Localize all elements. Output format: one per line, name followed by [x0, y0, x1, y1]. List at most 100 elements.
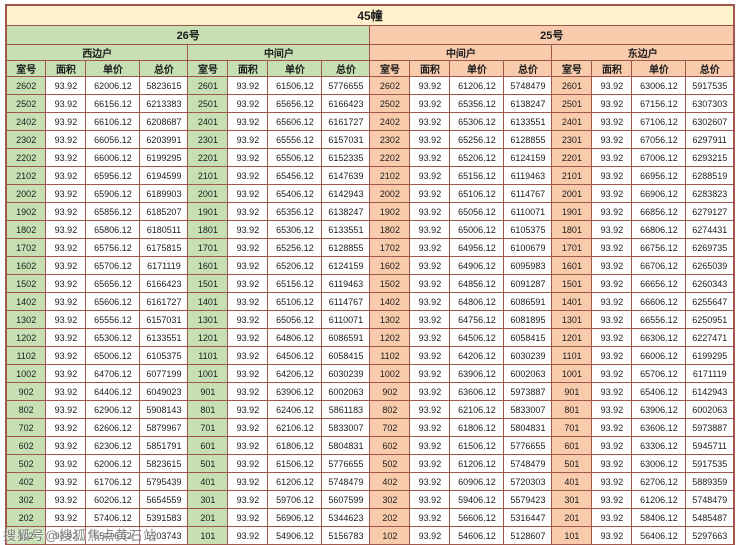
- table-row: 902 93.92 64406.12 6049023 901 93.92 63906.12 6…: [5, 382, 735, 401]
- col-header-area: 面积: [409, 60, 451, 77]
- data-cell: 6171119: [685, 364, 735, 383]
- table-row: 302 93.92 60206.12 5654559 301 93.92 59706.12 5…: [5, 490, 735, 509]
- unit-type-middle-26: 中间户: [187, 44, 371, 61]
- data-cell: 6110071: [503, 202, 553, 221]
- room-number-cell: 902: [369, 382, 411, 401]
- data-cell: 93.92: [591, 436, 633, 455]
- data-cell: 65206.12: [267, 256, 323, 275]
- data-cell: 61206.12: [631, 490, 687, 509]
- data-cell: 62106.12: [267, 418, 323, 437]
- data-cell: 65656.12: [267, 94, 323, 113]
- data-cell: 6161727: [321, 112, 371, 131]
- data-cell: 6250951: [685, 310, 735, 329]
- data-cell: 65856.12: [85, 202, 141, 221]
- room-number-cell: 1302: [369, 310, 411, 329]
- data-cell: 6138247: [503, 94, 553, 113]
- room-number-cell: 502: [5, 454, 47, 473]
- table-row: 802 93.92 62906.12 5908143 801 93.92 62406.12 5…: [5, 400, 735, 419]
- room-number-cell: 402: [5, 472, 47, 491]
- data-cell: 5908143: [139, 400, 189, 419]
- data-cell: 63306.12: [631, 436, 687, 455]
- room-number-cell: 502: [369, 454, 411, 473]
- data-cell: 6002063: [685, 400, 735, 419]
- data-cell: 66606.12: [631, 292, 687, 311]
- data-cell: 65606.12: [267, 112, 323, 131]
- room-number-cell: 202: [5, 508, 47, 527]
- table-row: 1902 93.92 65856.12 6185207 1901 93.92 65356.1…: [5, 202, 735, 221]
- room-number-cell: 2001: [187, 184, 229, 203]
- data-cell: 93.92: [45, 328, 87, 347]
- data-cell: 63606.12: [631, 418, 687, 437]
- room-number-cell: 1302: [5, 310, 47, 329]
- room-number-cell: 1701: [187, 238, 229, 257]
- data-cell: 93.92: [409, 112, 451, 131]
- data-cell: 93.92: [227, 274, 269, 293]
- data-cell: 5391583: [139, 508, 189, 527]
- data-cell: 6091287: [503, 274, 553, 293]
- data-cell: 64206.12: [449, 346, 505, 365]
- data-cell: 6002063: [321, 382, 371, 401]
- col-header-unit-price: 单价: [449, 60, 505, 77]
- room-number-cell: 2201: [551, 148, 593, 167]
- data-cell: 6175815: [139, 238, 189, 257]
- data-cell: 93.92: [591, 418, 633, 437]
- table-body: 2602 93.92 62006.12 5823615 2601 93.92 61506.1…: [5, 76, 735, 545]
- data-cell: 93.92: [227, 256, 269, 275]
- data-cell: 60206.12: [85, 490, 141, 509]
- data-cell: 65756.12: [85, 238, 141, 257]
- data-cell: 6269735: [685, 238, 735, 257]
- data-cell: 93.92: [45, 418, 87, 437]
- data-cell: 61806.12: [267, 436, 323, 455]
- data-cell: 93.92: [409, 490, 451, 509]
- data-cell: 93.92: [409, 256, 451, 275]
- data-cell: 58406.12: [631, 508, 687, 527]
- data-cell: 6086591: [503, 292, 553, 311]
- data-cell: 64506.12: [449, 328, 505, 347]
- data-cell: 64806.12: [267, 328, 323, 347]
- col-header-unit-price: 单价: [267, 60, 323, 77]
- data-cell: 61506.12: [267, 454, 323, 473]
- room-number-cell: 1101: [187, 346, 229, 365]
- room-number-cell: 1002: [369, 364, 411, 383]
- data-cell: 93.92: [227, 112, 269, 131]
- room-number-cell: 1501: [187, 274, 229, 293]
- data-cell: 93.92: [45, 292, 87, 311]
- table-row: 2502 93.92 66156.12 6213383 2501 93.92 65656.1…: [5, 94, 735, 113]
- data-cell: 6255647: [685, 292, 735, 311]
- room-number-cell: 1602: [369, 256, 411, 275]
- data-cell: 93.92: [409, 76, 451, 95]
- data-cell: 5156783: [321, 526, 371, 545]
- data-cell: 6307303: [685, 94, 735, 113]
- data-cell: 63906.12: [267, 382, 323, 401]
- data-cell: 61206.12: [267, 472, 323, 491]
- col-header-room: 室号: [551, 60, 593, 77]
- room-number-cell: 1501: [551, 274, 593, 293]
- room-number-cell: 602: [369, 436, 411, 455]
- data-cell: 65156.12: [449, 166, 505, 185]
- room-number-cell: 501: [187, 454, 229, 473]
- data-cell: 93.92: [227, 130, 269, 149]
- data-cell: 6274431: [685, 220, 735, 239]
- data-cell: 62906.12: [85, 400, 141, 419]
- room-number-cell: 301: [551, 490, 593, 509]
- data-cell: 93.92: [227, 346, 269, 365]
- data-cell: 62006.12: [85, 76, 141, 95]
- data-cell: 67006.12: [631, 148, 687, 167]
- data-cell: 6124159: [321, 256, 371, 275]
- data-cell: 6142943: [321, 184, 371, 203]
- data-cell: 65256.12: [449, 130, 505, 149]
- data-cell: 5344623: [321, 508, 371, 527]
- data-cell: 6128855: [321, 238, 371, 257]
- data-cell: 65906.12: [85, 184, 141, 203]
- column-header-row: 室号 面积 单价 总价 室号 面积 单价 总价 室号 面积 单价 总价 室号 面…: [5, 60, 735, 77]
- data-cell: 5579423: [503, 490, 553, 509]
- data-cell: 93.92: [45, 238, 87, 257]
- data-cell: 93.92: [227, 400, 269, 419]
- room-number-cell: 501: [551, 454, 593, 473]
- data-cell: 6161727: [139, 292, 189, 311]
- data-cell: 93.92: [409, 346, 451, 365]
- data-cell: 65506.12: [267, 148, 323, 167]
- data-cell: 5485487: [685, 508, 735, 527]
- room-number-cell: 1301: [551, 310, 593, 329]
- data-cell: 6114767: [321, 292, 371, 311]
